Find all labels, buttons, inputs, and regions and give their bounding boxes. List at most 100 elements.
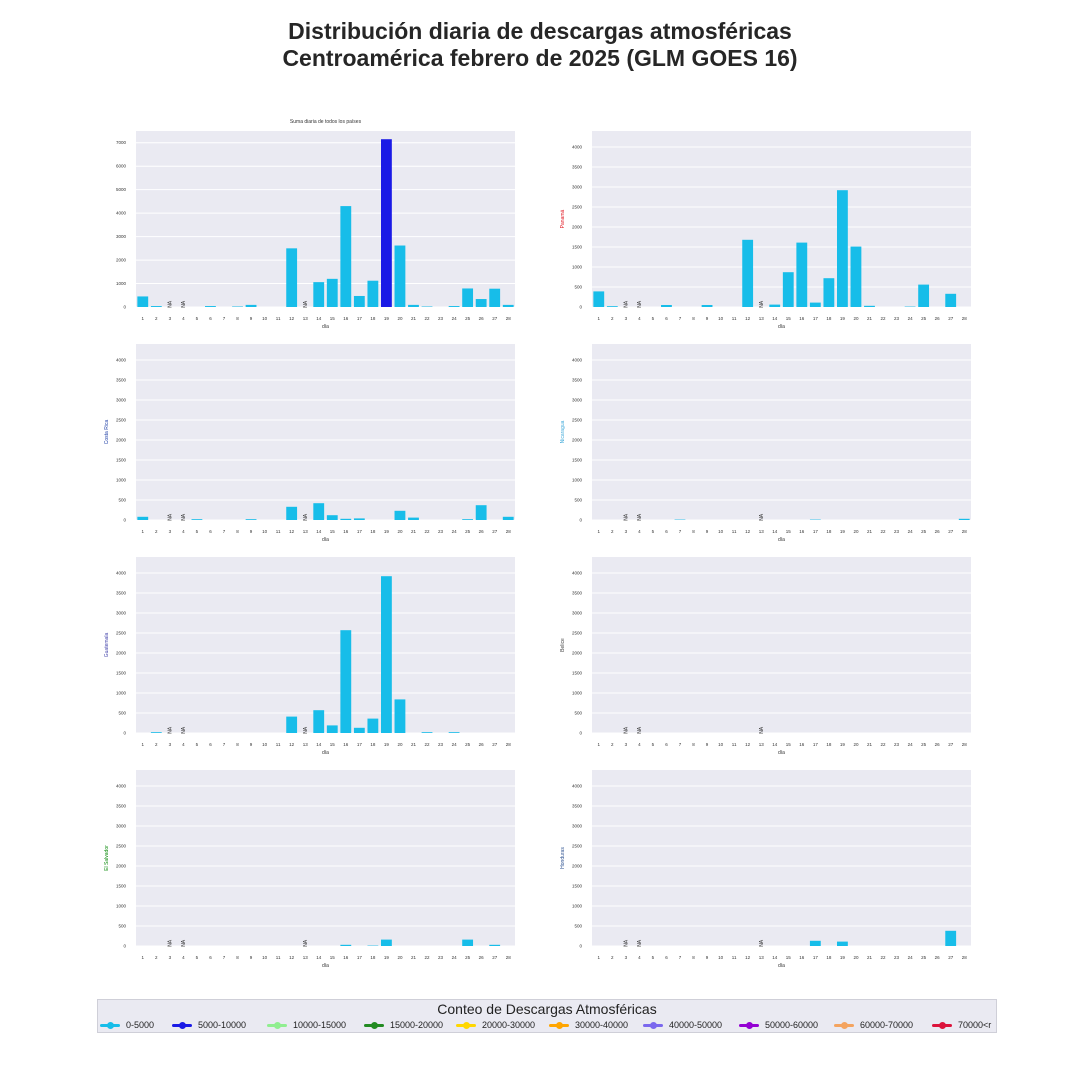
y-tick-label: 4000 [572,571,583,576]
bar [340,944,352,946]
bar [367,718,379,733]
x-tick-label: 19 [384,316,390,321]
legend-label: 5000-10000 [198,1020,247,1030]
y-tick-label: 2000 [116,258,127,263]
x-tick-label: 26 [935,955,941,960]
x-tick-label: 26 [935,529,941,534]
x-tick-label: 24 [908,955,914,960]
x-tick-label: 19 [840,742,846,747]
x-tick-label: 14 [772,529,778,534]
x-tick-label: 14 [772,742,778,747]
x-tick-label: 21 [867,742,873,747]
x-tick-label: 22 [425,316,431,321]
bar [394,510,406,520]
na-label: NA [637,513,643,521]
x-tick-label: 20 [397,529,403,534]
x-tick-label: 18 [370,742,376,747]
legend-marker [939,1022,946,1029]
x-tick-label: 28 [506,529,512,534]
bar [701,305,713,307]
x-tick-label: 4 [638,955,641,960]
y-tick-label: 4000 [116,784,127,789]
bar [150,732,162,733]
x-tick-label: 12 [289,742,295,747]
x-tick-label: 6 [209,316,212,321]
x-tick-label: 3 [169,955,172,960]
chart-legend: Conteo de Descargas Atmosféricas 0-5000 5… [97,999,997,1033]
x-tick-label: 11 [276,742,281,747]
x-tick-label: 23 [894,529,900,534]
x-tick-label: 13 [759,316,765,321]
y-tick-label: 3500 [572,165,583,170]
chart-title: Suma diaria de todos los países [290,119,362,125]
plot-area [592,770,971,946]
plot-area [136,131,515,307]
x-tick-label: 21 [867,955,873,960]
bar [340,518,352,520]
y-tick-label: 2500 [116,631,127,636]
x-tick-label: 4 [638,742,641,747]
x-tick-label: 6 [665,316,668,321]
x-axis-label: día [322,324,329,330]
x-tick-label: 19 [840,529,846,534]
x-tick-label: 17 [357,316,363,321]
x-tick-label: 8 [236,529,239,534]
x-axis-label: día [778,750,785,756]
y-tick-label: 1000 [572,904,583,909]
x-tick-label: 7 [223,316,226,321]
figure-title-line-2: Centroamérica febrero de 2025 (GLM GOES … [282,45,798,71]
bar [353,727,365,733]
na-label: NA [759,300,765,308]
x-tick-label: 2 [611,955,614,960]
x-tick-label: 13 [759,742,765,747]
bar [769,304,781,307]
bar [593,291,605,307]
x-tick-label: 18 [370,955,376,960]
y-tick-label: 500 [574,285,582,290]
y-axis-label: Guatemala [104,633,110,658]
x-tick-label: 14 [772,316,778,321]
x-tick-label: 17 [813,742,819,747]
bar [394,699,406,733]
x-tick-label: 20 [397,316,403,321]
x-tick-label: 15 [786,316,792,321]
y-tick-label: 500 [574,711,582,716]
x-tick-label: 23 [894,316,900,321]
x-tick-label: 17 [357,529,363,534]
x-tick-label: 7 [679,529,682,534]
x-tick-label: 8 [236,955,239,960]
y-tick-label: 5000 [116,187,127,192]
y-axis-label: El Salvador [104,845,110,871]
x-tick-label: 10 [262,316,268,321]
bar [326,278,338,307]
x-tick-label: 21 [867,529,873,534]
x-tick-label: 14 [772,955,778,960]
x-tick-label: 6 [209,742,212,747]
x-tick-label: 22 [881,955,887,960]
legend-marker [746,1022,753,1029]
x-tick-label: 10 [262,742,268,747]
figure-title-line-1: Distribución diaria de descargas atmosfé… [288,18,792,44]
x-tick-label: 22 [425,529,431,534]
x-tick-label: 9 [250,955,253,960]
x-tick-label: 6 [665,529,668,534]
x-tick-label: 4 [638,529,641,534]
plot-area [136,557,515,733]
bar [958,518,970,520]
x-tick-label: 22 [881,316,887,321]
na-label: NA [168,513,174,521]
x-tick-label: 14 [316,955,322,960]
y-axis-label: Costa Rica [104,420,110,445]
x-tick-label: 8 [236,316,239,321]
x-tick-label: 6 [665,955,668,960]
x-tick-label: 5 [652,742,655,747]
x-tick-label: 25 [465,316,471,321]
x-tick-label: 27 [492,316,498,321]
y-tick-label: 2000 [116,651,127,656]
x-tick-label: 5 [196,316,199,321]
bar [823,278,835,307]
x-tick-label: 21 [867,316,873,321]
x-tick-label: 11 [732,316,737,321]
